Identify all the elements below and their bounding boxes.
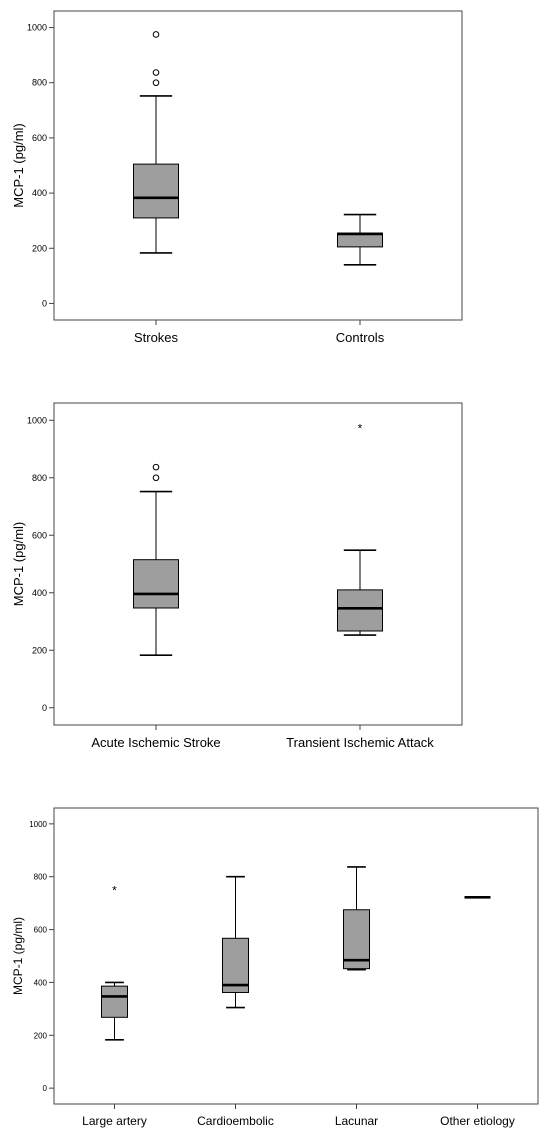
box-group [337,213,383,266]
extreme-point: * [358,421,363,435]
box-group [133,31,179,254]
y-tick-label: 200 [34,1031,48,1040]
iqr-box [222,937,249,993]
y-tick-label: 400 [32,188,47,198]
outlier-point [152,463,160,471]
box-group [222,875,249,1009]
iqr-box [133,559,179,609]
outlier-point [152,31,160,38]
x-tick-label: Controls [336,330,385,345]
x-tick-label: Cardioembolic [197,1114,274,1128]
chart-2: 0 200 400 600 800 1000 MCP-1 (pg/ml) Acute Isch… [11,402,463,750]
box-group [133,463,179,656]
x-tick-label: Lacunar [335,1114,378,1128]
chart-1: 0 200 400 600 800 1000 MCP-1 (pg/ml) Strokes Con… [11,10,463,345]
iqr-box [101,985,128,1018]
y-tick-label: 1000 [27,415,47,425]
y-tick-label: 0 [43,1084,48,1093]
outlier-point [152,474,160,482]
y-tick-label: 0 [42,298,47,308]
x-tick-label: Transient Ischemic Attack [286,735,434,750]
box-group: * [101,883,128,1041]
y-tick-label: 800 [32,473,47,483]
outlier-point [152,79,160,87]
plot-frame [53,807,539,1105]
iqr-box [337,589,383,632]
box-group: * [337,421,383,636]
y-tick-label: 600 [32,133,47,143]
y-tick-label: 200 [32,243,47,253]
y-axis-label: MCP-1 (pg/ml) [11,123,26,208]
x-tick-label: Large artery [82,1114,147,1128]
iqr-box [343,909,370,970]
y-tick-label: 600 [32,530,47,540]
x-tick-label: Acute Ischemic Stroke [91,735,220,750]
y-tick-label: 800 [32,78,47,88]
x-tick-label: Other etiology [440,1114,515,1128]
y-tick-label: 200 [32,645,47,655]
extreme-point: * [112,883,117,897]
iqr-box [133,163,179,219]
chart-3: 0 200 400 600 800 1000 MCP-1 (pg/ml) Large arte… [11,807,539,1128]
plot-frame [53,402,463,726]
y-axis-label: MCP-1 (pg/ml) [11,522,26,607]
y-tick-label: 0 [42,703,47,713]
y-tick-label: 1000 [29,820,47,829]
y-axis-label: MCP-1 (pg/ml) [11,917,25,995]
plot-frame [53,10,463,321]
y-tick-label: 1000 [27,23,47,33]
box-group [343,866,370,971]
y-tick-label: 600 [34,926,48,935]
outlier-point [152,69,160,76]
y-tick-label: 800 [34,873,48,882]
y-tick-label: 400 [32,588,47,598]
y-tick-label: 400 [34,978,48,987]
x-tick-label: Strokes [134,330,179,345]
